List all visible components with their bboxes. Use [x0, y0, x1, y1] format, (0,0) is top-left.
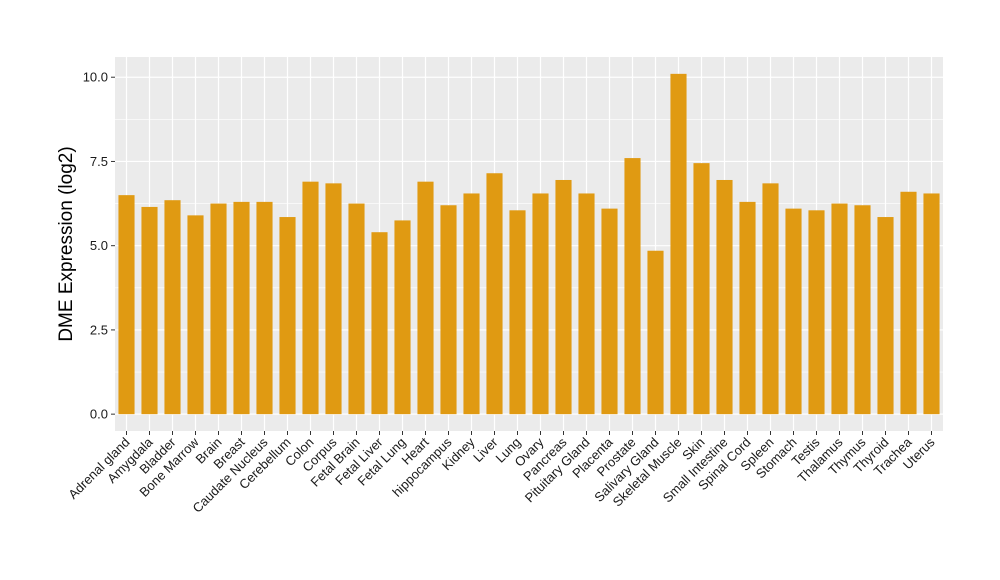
bar	[279, 217, 296, 415]
bar	[233, 201, 250, 415]
bar	[601, 208, 618, 415]
bar	[325, 183, 342, 415]
bar	[532, 193, 549, 415]
bar	[647, 250, 664, 415]
bar	[440, 205, 457, 415]
y-axis: 0.0 2.5 5.0 7.5 10.0	[83, 70, 115, 422]
bar	[808, 210, 825, 415]
bar	[187, 215, 204, 415]
bar	[371, 232, 388, 415]
bar	[739, 201, 756, 415]
y-tick-label: 5.0	[90, 238, 108, 253]
bar	[624, 158, 641, 415]
x-tick-label: Liver	[470, 434, 501, 465]
y-axis-title: DME Expression (log2)	[56, 146, 77, 341]
bar	[348, 203, 365, 415]
bar	[302, 181, 319, 415]
bar	[118, 195, 135, 415]
bar	[256, 201, 273, 415]
bar	[785, 208, 802, 415]
bar	[877, 217, 894, 415]
bar	[693, 163, 710, 415]
bar	[831, 203, 848, 415]
bar	[141, 206, 158, 415]
bar	[670, 73, 687, 415]
bar	[486, 173, 503, 415]
bar	[716, 179, 733, 415]
bar	[417, 181, 434, 415]
y-tick-label: 0.0	[90, 407, 108, 422]
bar	[555, 179, 572, 415]
bar	[923, 193, 940, 415]
bar	[463, 193, 480, 415]
bar	[762, 183, 779, 415]
grid-minor	[115, 119, 943, 373]
bar	[578, 193, 595, 415]
bar	[900, 191, 917, 415]
bars	[118, 73, 940, 415]
y-tick-label: 10.0	[83, 70, 108, 85]
bar	[394, 220, 411, 415]
bar	[210, 203, 227, 415]
bar	[509, 210, 526, 415]
bar	[164, 200, 181, 415]
y-tick-label: 7.5	[90, 154, 108, 169]
y-tick-label: 2.5	[90, 322, 108, 337]
bar	[854, 205, 871, 415]
